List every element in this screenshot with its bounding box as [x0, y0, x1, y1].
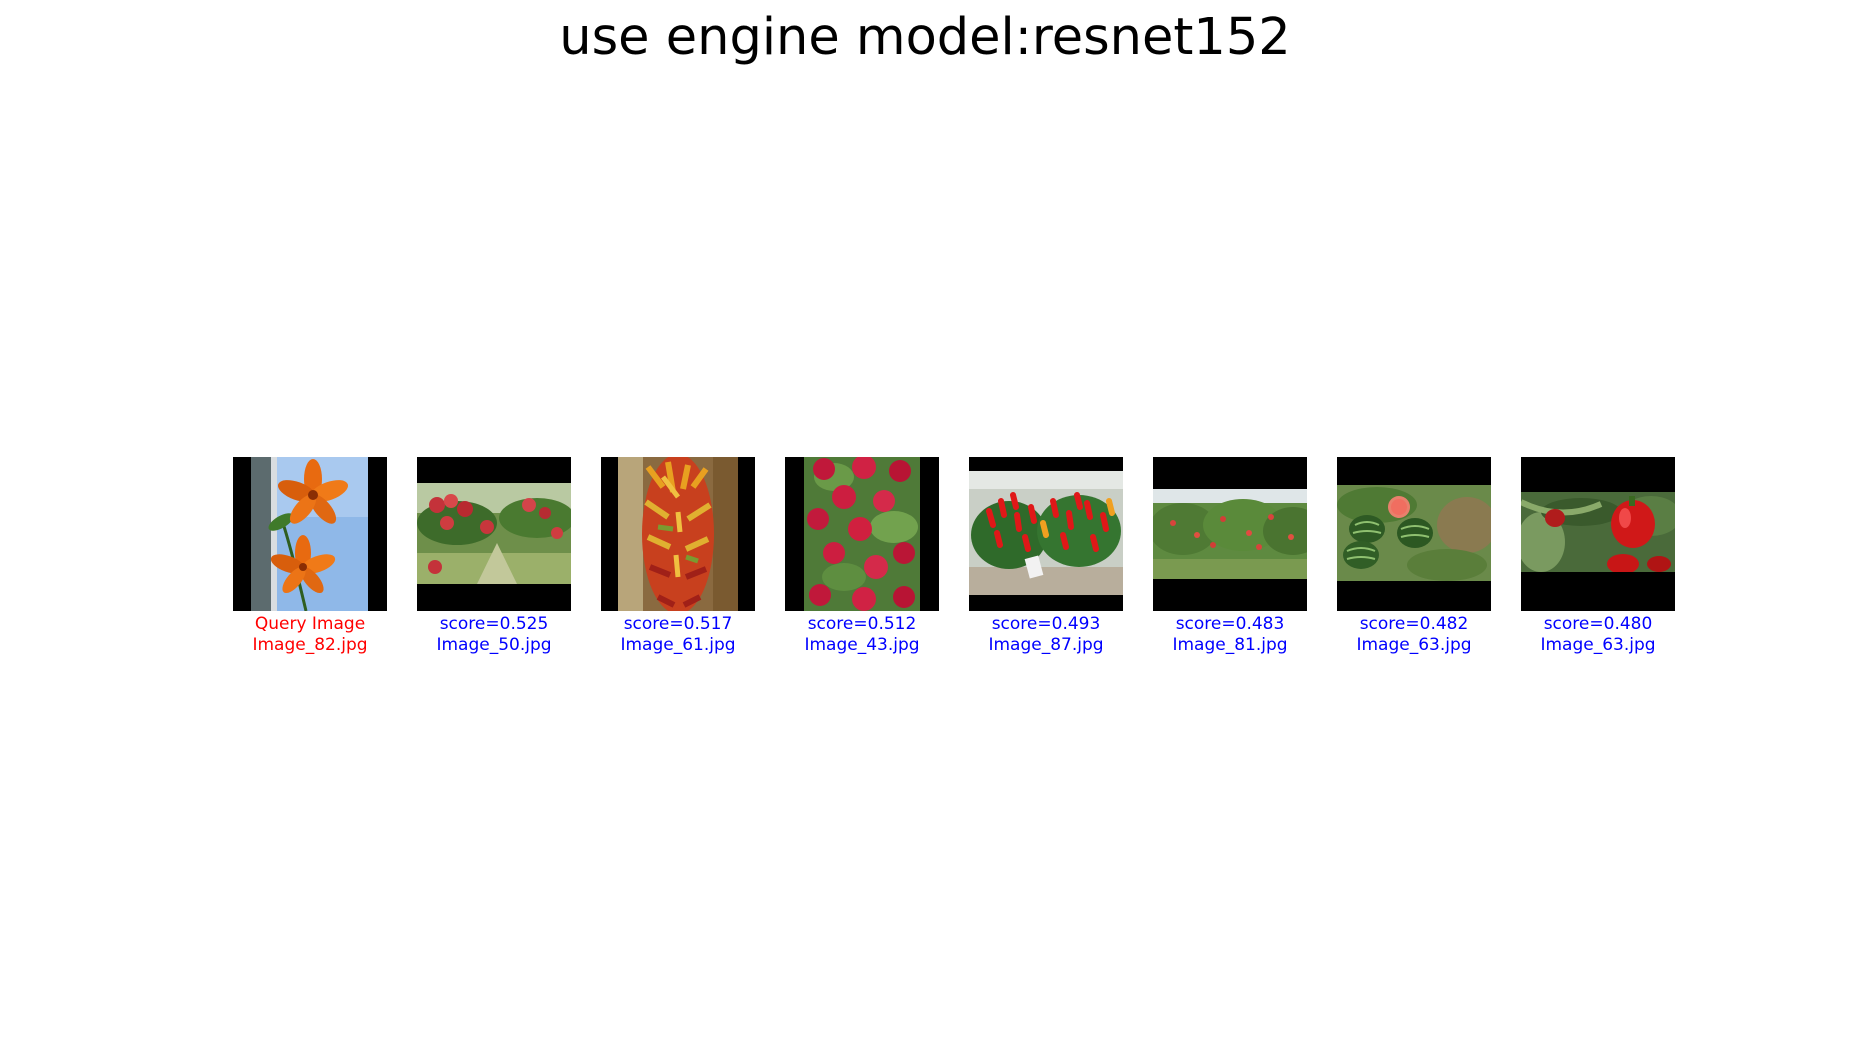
result-score-5: score=0.483 — [1175, 614, 1285, 634]
result-caption-6: score=0.482 Image_63.jpg — [1322, 614, 1506, 656]
result-image-1 — [417, 457, 571, 611]
result-score-3: score=0.512 — [807, 614, 917, 634]
result-filename-1: Image_50.jpg — [436, 635, 552, 655]
result-caption-1: score=0.525 Image_50.jpg — [402, 614, 586, 656]
query-filename: Image_82.jpg — [252, 635, 368, 655]
result-image-4 — [969, 457, 1123, 611]
garden-shrubs-photo — [1153, 489, 1307, 579]
result-filename-5: Image_81.jpg — [1172, 635, 1288, 655]
result-image-3 — [785, 457, 939, 611]
result-caption-2: score=0.517 Image_61.jpg — [586, 614, 770, 656]
result-caption-5: score=0.483 Image_81.jpg — [1138, 614, 1322, 656]
result-caption-4: score=0.493 Image_87.jpg — [954, 614, 1138, 656]
result-image-7 — [1521, 457, 1675, 611]
result-caption-7: score=0.480 Image_63.jpg — [1506, 614, 1690, 656]
result-filename-2: Image_61.jpg — [620, 635, 736, 655]
result-caption-3: score=0.512 Image_43.jpg — [770, 614, 954, 656]
lily-flower-photo — [251, 457, 368, 611]
query-image — [233, 457, 387, 611]
result-filename-3: Image_43.jpg — [804, 635, 920, 655]
bell-pepper-photo — [1521, 492, 1675, 572]
result-image-2 — [601, 457, 755, 611]
result-score-4: score=0.493 — [991, 614, 1101, 634]
result-filename-7: Image_63.jpg — [1540, 635, 1656, 655]
result-image-6 — [1337, 457, 1491, 611]
result-image-5 — [1153, 457, 1307, 611]
pepper-plants-photo — [969, 471, 1123, 595]
result-filename-4: Image_87.jpg — [988, 635, 1104, 655]
query-caption: Query Image Image_82.jpg — [218, 614, 402, 656]
watermelon-field-photo — [1337, 485, 1491, 581]
result-score-7: score=0.480 — [1543, 614, 1653, 634]
result-filename-6: Image_63.jpg — [1356, 635, 1472, 655]
result-score-1: score=0.525 — [439, 614, 549, 634]
chili-ristra-photo — [618, 457, 738, 611]
query-label: Query Image — [254, 614, 366, 634]
figure-title: use engine model:resnet152 — [559, 8, 1291, 67]
apple-tree-photo — [417, 483, 571, 584]
radish-bunch-photo — [804, 457, 920, 611]
result-score-6: score=0.482 — [1359, 614, 1469, 634]
result-score-2: score=0.517 — [623, 614, 733, 634]
